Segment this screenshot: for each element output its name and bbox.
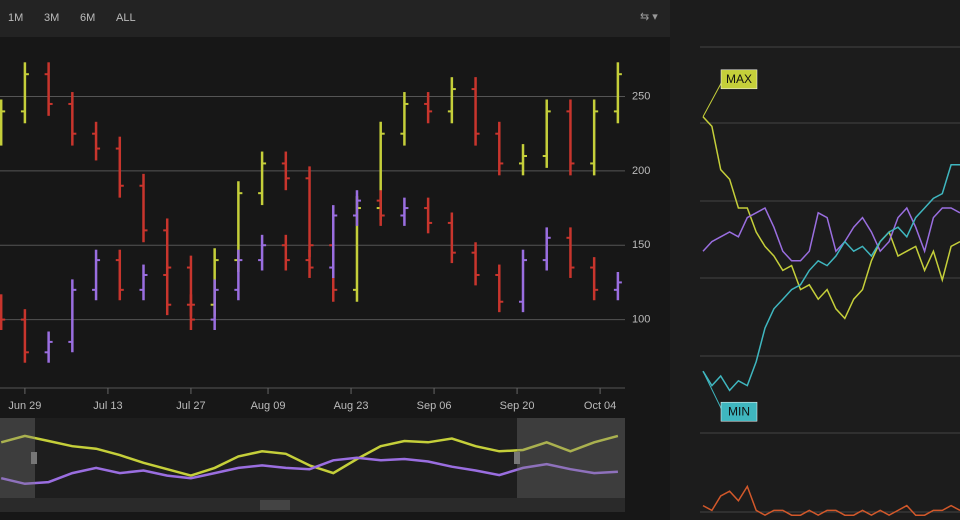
x-tick-label: Sep 06 [417, 400, 452, 412]
scrollbar[interactable] [0, 498, 625, 512]
x-tick-label: Jul 27 [176, 400, 205, 412]
range-button[interactable]: 1M [8, 12, 23, 24]
export-icon[interactable]: ⇆ ▾ [640, 11, 658, 23]
navigator-handle[interactable] [31, 452, 37, 464]
range-button[interactable]: 6M [80, 12, 95, 24]
y-tick-label: 150 [632, 239, 650, 251]
y-tick-label: 100 [632, 313, 650, 325]
navigator-mask [517, 418, 625, 498]
x-tick-label: Jul 13 [93, 400, 122, 412]
y-tick-label: 250 [632, 90, 650, 102]
x-tick-label: Oct 04 [584, 400, 616, 412]
series-label: MAX [726, 72, 752, 86]
x-tick-label: Jun 29 [8, 400, 41, 412]
series-label: MIN [728, 404, 750, 418]
x-tick-label: Sep 20 [500, 400, 535, 412]
range-button[interactable]: 3M [44, 12, 59, 24]
right-panel [670, 0, 960, 520]
y-tick-label: 200 [632, 165, 650, 177]
x-tick-label: Aug 23 [334, 400, 369, 412]
x-tick-label: Aug 09 [251, 400, 286, 412]
navigator-mask [0, 418, 35, 498]
range-button[interactable]: ALL [116, 12, 136, 24]
scrollbar-thumb[interactable] [260, 500, 290, 510]
toolbar [0, 0, 670, 37]
navigator-handle[interactable] [514, 452, 520, 464]
